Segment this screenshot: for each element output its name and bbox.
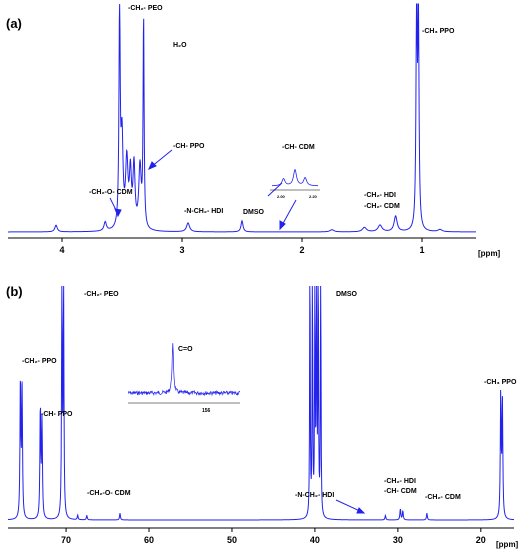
axis-a-ticks: 4 3 2 1: [59, 238, 425, 255]
arrows-a: [109, 149, 297, 231]
inset-b-tick: 156: [202, 408, 211, 414]
axis-a-tick-label: 4: [59, 245, 64, 255]
panel-b-label: (b): [6, 284, 23, 299]
inset-b-line: [127, 343, 241, 397]
inset-a-tick-1: 2.00: [277, 194, 286, 199]
label-ch2-hdi: -CH₂- HDI: [364, 192, 396, 199]
label-ch2-hdi-b: -CH₂- HDI: [384, 478, 416, 485]
arrowhead-nch2-hdi: [356, 507, 366, 514]
axis-b-tick-label: 40: [310, 535, 320, 545]
label-ch3-ppo: -CH₃ PPO: [422, 28, 455, 35]
inset-a: 2.00 2.20: [270, 169, 320, 199]
axis-b-unit: [ppm]: [496, 540, 519, 549]
arrowhead-ch-ppo: [148, 161, 157, 170]
label-c-o: C=O: [178, 346, 193, 353]
arrowhead-ch2o-cdm: [114, 208, 122, 218]
axis-a-tick-label: 3: [179, 245, 184, 255]
label-ch2-peo: -CH₂- PEO: [128, 5, 163, 12]
label-ch2o-cdm-b: -CH₂-O- CDM: [87, 490, 131, 497]
inset-a-tick-2: 2.20: [309, 194, 318, 199]
axis-b-tick-label: 50: [227, 535, 237, 545]
label-dmso-b: DMSO: [336, 291, 358, 298]
arrows-b: [335, 499, 366, 514]
arrow-ch-cdm: [267, 182, 283, 197]
label-h2o: H₂O: [173, 42, 187, 49]
arrowhead-dmso-cdm: [279, 220, 286, 231]
panel-a-label: (a): [6, 16, 22, 31]
label-ch-cdm: -CH- CDM: [282, 144, 315, 151]
label-nch2-hdi: -N-CH₂- HDI: [184, 208, 223, 215]
axis-b-tick-label: 60: [144, 535, 154, 545]
label-ch-ppo-b: -CH- PPO: [41, 411, 73, 418]
spectrum-a-line: [8, 3, 476, 233]
axis-b-ticks: 70 60 50 40 30 20: [61, 528, 486, 545]
label-ch2o-cdm: -CH₂-O- CDM: [89, 189, 133, 196]
label-ch2-peo-b: -CH₂- PEO: [84, 291, 119, 298]
panel-a: (a) 4 3 2 1 [ppm] -CH₂- PEO H₂O -CH- PPO -C…: [6, 3, 501, 258]
axis-b-tick-label: 70: [61, 535, 71, 545]
label-ch2-ppo-b: -CH₂- PPO: [22, 358, 57, 365]
spectrum-b-line: [7, 285, 515, 521]
inset-b: 156: [127, 343, 241, 414]
label-nch2-hdi-b: -N-CH₂- HDI: [295, 492, 334, 499]
arrow-dmso-cdm: [280, 199, 297, 228]
label-ch2-cdm-b: -CH₂- CDM: [425, 494, 461, 501]
axis-a-tick-label: 2: [299, 245, 304, 255]
panel-b: (b) 70 60 50 40 30 20 [ppm] -CH₂- PEO DMSO -C…: [6, 284, 519, 549]
axis-a-unit: [ppm]: [478, 249, 501, 258]
label-ch2-cdm: -CH₂- CDM: [364, 203, 400, 210]
axis-b-tick-label: 20: [476, 535, 486, 545]
label-dmso: DMSO: [243, 209, 265, 216]
label-ch-cdm-b: -CH- CDM: [384, 488, 417, 495]
label-ch-ppo: -CH- PPO: [173, 143, 205, 150]
inset-a-line: [271, 169, 319, 187]
axis-b-tick-label: 30: [393, 535, 403, 545]
label-ch3-ppo-b: -CH₃ PPO: [484, 379, 517, 386]
axis-a-tick-label: 1: [419, 245, 424, 255]
